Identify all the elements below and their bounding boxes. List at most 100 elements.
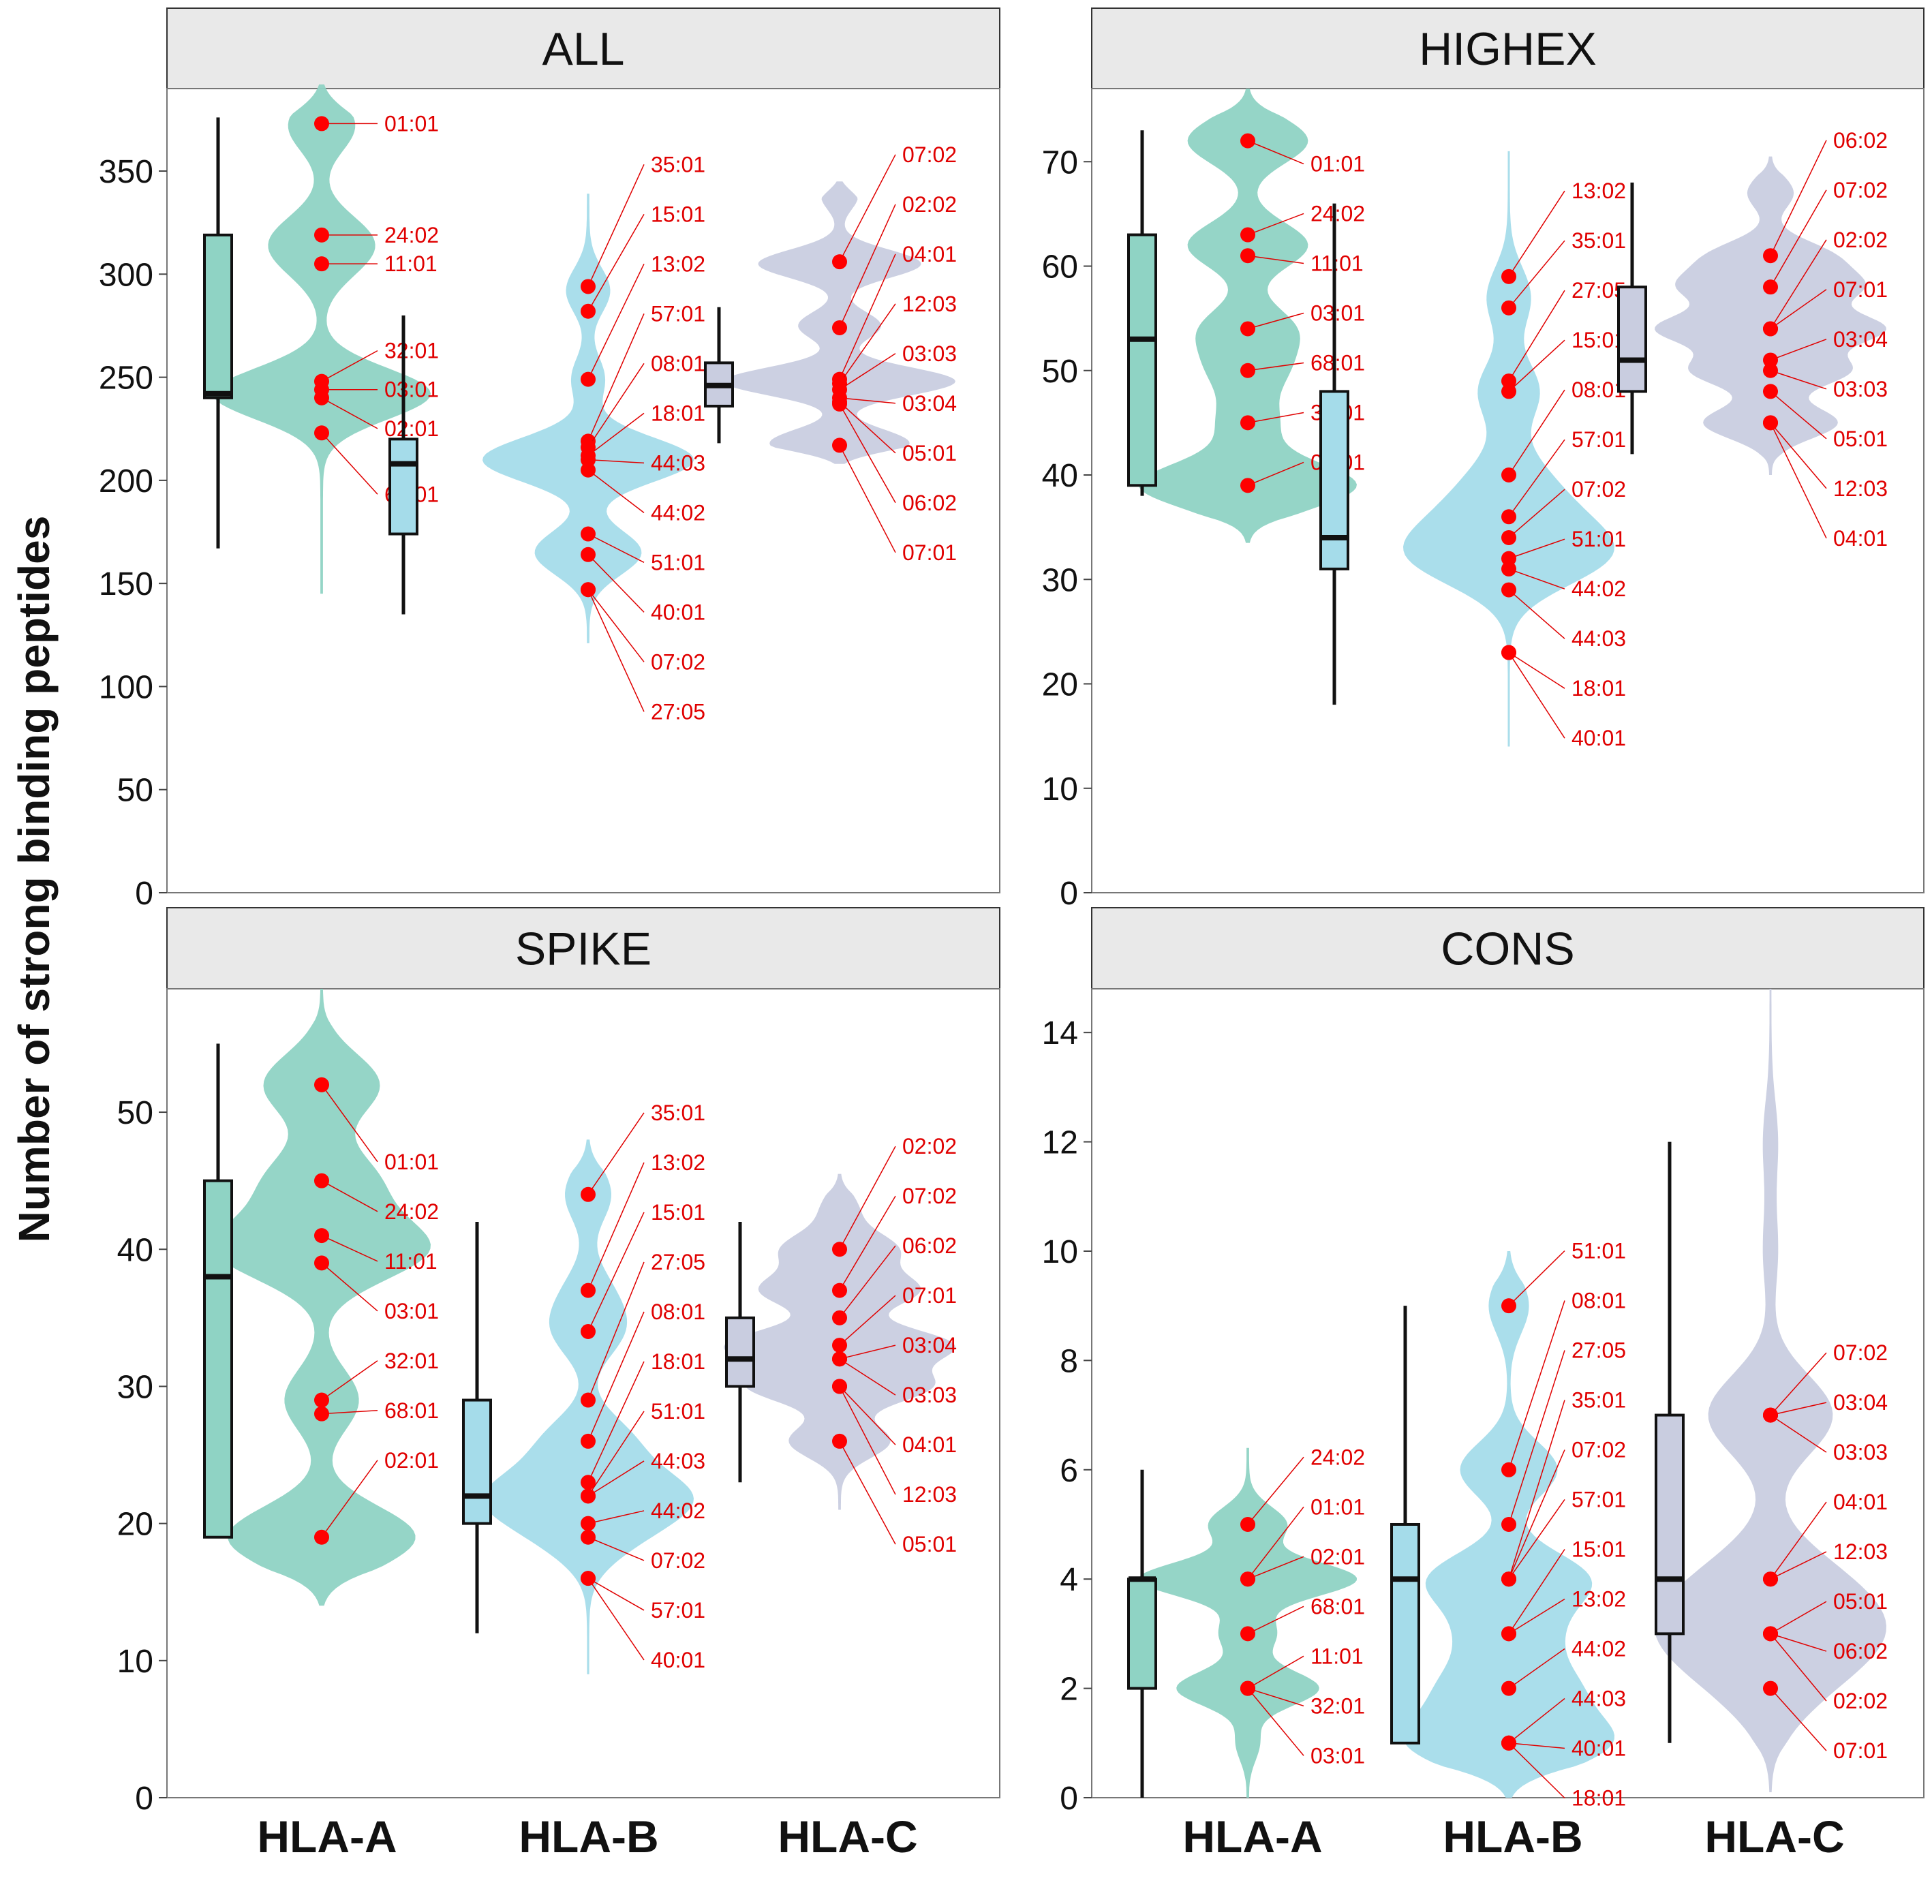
y-tick-label-all-100: 100 [99, 669, 153, 705]
y-tick-label-spike-30: 30 [117, 1369, 153, 1405]
point-label-highex-hla-b-18-01-10: 18:01 [1571, 676, 1626, 701]
point-label-highex-hla-b-57-01-5: 57:01 [1571, 427, 1626, 452]
panel-title-highex: HIGHEX [1419, 23, 1597, 75]
point-label-highex-hla-b-07-02-6: 07:02 [1571, 477, 1626, 502]
point-highex-hla-b-13-02-0 [1501, 268, 1516, 284]
point-cons-hla-a-03-01-6 [1240, 1680, 1255, 1696]
point-highex-hla-c-06-02-0 [1763, 248, 1778, 264]
point-spike-hla-a-01-01-0 [314, 1077, 329, 1092]
point-leader-all-hla-c-02-02-1 [839, 204, 896, 328]
point-spike-hla-b-13-02-1 [581, 1283, 596, 1298]
plot-frame-all [166, 88, 1000, 893]
point-spike-hla-b-18-01-5 [581, 1475, 596, 1490]
violin-cons-hla-c [1655, 989, 1886, 1792]
point-leader-highex-hla-a-24-02-1 [1247, 213, 1304, 236]
panel-title-spike: SPIKE [515, 923, 651, 975]
point-leader-spike-hla-c-12-03-7 [839, 1386, 896, 1495]
point-leader-highex-hla-a-03-01-3 [1247, 312, 1304, 330]
point-leader-highex-hla-b-18-01-10 [1508, 651, 1565, 689]
point-label-all-hla-c-03-03-4: 03:03 [902, 341, 957, 366]
point-leader-all-hla-c-12-03-3 [839, 303, 896, 384]
point-label-highex-hla-b-13-02-0: 13:02 [1571, 179, 1626, 203]
point-all-hla-b-44-03-6 [581, 452, 596, 467]
point-all-hla-a-11-01-2 [314, 256, 329, 272]
y-tick-label-highex-10: 10 [1042, 771, 1078, 808]
point-label-highex-hla-c-07-01-3: 07:01 [1833, 277, 1888, 302]
point-leader-all-hla-b-44-02-7 [587, 470, 645, 513]
point-all-hla-a-68-01-6 [314, 425, 329, 441]
point-leader-cons-hla-b-44-03-9 [1508, 1698, 1565, 1744]
point-label-highex-hla-c-04-01-8: 04:01 [1833, 526, 1888, 551]
point-label-cons-hla-a-01-01-1: 01:01 [1310, 1494, 1365, 1519]
point-leader-spike-hla-b-08-01-4 [587, 1311, 645, 1442]
point-leader-cons-hla-c-06-02-6 [1770, 1633, 1827, 1652]
point-label-spike-hla-c-07-02-1: 07:02 [902, 1184, 957, 1208]
point-label-highex-hla-b-08-01-4: 08:01 [1571, 378, 1626, 402]
y-tick-label-spike-20: 20 [117, 1507, 153, 1543]
point-leader-all-hla-b-08-01-4 [587, 363, 645, 448]
point-highex-hla-b-35-01-1 [1501, 300, 1516, 316]
plot-frame-spike [166, 988, 1000, 1798]
point-label-cons-hla-a-68-01-3: 68:01 [1310, 1594, 1365, 1618]
point-label-highex-hla-b-44-02-8: 44:02 [1571, 577, 1626, 601]
point-leader-cons-hla-b-08-01-1 [1508, 1300, 1565, 1471]
point-label-all-hla-a-01-01-0: 01:01 [384, 111, 439, 136]
violin-highex-hla-a [1139, 89, 1357, 543]
point-leader-highex-hla-c-07-02-1 [1770, 189, 1827, 288]
point-highex-hla-b-44-03-9 [1501, 582, 1516, 598]
point-label-spike-hla-b-13-02-1: 13:02 [651, 1150, 705, 1175]
point-label-all-hla-a-02-01-5: 02:01 [384, 416, 439, 441]
point-label-all-hla-c-07-01-8: 07:01 [902, 540, 957, 565]
box-highex-hla-c [1617, 286, 1647, 393]
point-all-hla-a-01-01-0 [314, 116, 329, 132]
box-spike-hla-b [462, 1398, 492, 1525]
point-leader-all-hla-c-03-03-4 [839, 353, 896, 390]
point-leader-cons-hla-c-03-04-1 [1770, 1402, 1827, 1416]
point-all-hla-c-02-02-1 [832, 320, 847, 335]
point-leader-all-hla-b-40-01-9 [587, 554, 645, 613]
point-leader-all-hla-b-44-03-6 [587, 459, 645, 464]
point-leader-all-hla-b-35-01-0 [587, 164, 645, 287]
point-all-hla-a-02-01-5 [314, 390, 329, 405]
point-label-cons-hla-c-06-02-6: 06:02 [1833, 1639, 1888, 1663]
point-label-spike-hla-b-07-02-9: 07:02 [651, 1548, 705, 1573]
point-label-cons-hla-b-07-02-4: 07:02 [1571, 1437, 1626, 1462]
point-leader-cons-hla-a-24-02-0 [1247, 1456, 1304, 1525]
point-leader-spike-hla-a-11-01-2 [321, 1235, 378, 1262]
y-tick-label-all-150: 150 [99, 566, 153, 602]
point-label-all-hla-c-03-04-5: 03:04 [902, 391, 957, 416]
panel-highex: HIGHEX 0 10 20 30 40 50 60 70 01:01 24:02 11:01 03:0… [1042, 7, 1925, 912]
point-label-spike-hla-a-24-02-1: 24:02 [384, 1199, 439, 1224]
point-label-all-hla-c-05-01-6: 05:01 [902, 441, 957, 465]
point-label-cons-hla-a-02-01-2: 02:01 [1310, 1544, 1365, 1569]
point-label-cons-hla-c-07-01-8: 07:01 [1833, 1738, 1888, 1763]
point-label-spike-hla-a-01-01-0: 01:01 [384, 1150, 439, 1174]
point-spike-hla-c-12-03-7 [832, 1379, 847, 1394]
point-cons-hla-b-51-01-0 [1501, 1298, 1516, 1314]
point-leader-highex-hla-b-44-03-9 [1508, 589, 1565, 639]
violin-cons-hla-a [1139, 1447, 1357, 1798]
point-leader-cons-hla-b-27-05-2 [1508, 1350, 1565, 1525]
point-label-all-hla-c-06-02-7: 06:02 [902, 491, 957, 515]
point-spike-hla-b-44-03-7 [581, 1488, 596, 1504]
point-leader-highex-hla-a-68-01-4 [1247, 362, 1304, 371]
y-tick-label-all-0: 0 [135, 876, 153, 912]
point-label-cons-hla-a-03-01-6: 03:01 [1310, 1743, 1365, 1768]
panel-strip-cons [1091, 907, 1925, 989]
point-label-spike-hla-a-02-01-6: 02:01 [384, 1448, 439, 1473]
point-spike-hla-c-02-02-0 [832, 1242, 847, 1257]
point-leader-cons-hla-c-12-03-4 [1770, 1551, 1827, 1580]
panel-all: ALL 0 50 100 150 200 250 300 350 01:01 24:02 11:01 3… [99, 7, 1000, 912]
point-highex-hla-c-07-02-1 [1763, 279, 1778, 295]
point-leader-cons-hla-b-07-02-4 [1508, 1449, 1565, 1580]
point-highex-hla-a-68-01-4 [1240, 363, 1255, 378]
point-leader-cons-hla-b-13-02-7 [1508, 1598, 1565, 1635]
point-leader-cons-hla-a-01-01-1 [1247, 1506, 1304, 1580]
point-leader-cons-hla-b-51-01-0 [1508, 1250, 1565, 1306]
point-spike-hla-a-03-01-3 [314, 1255, 329, 1271]
point-leader-highex-hla-c-12-03-7 [1770, 422, 1827, 489]
point-label-cons-hla-b-51-01-0: 51:01 [1571, 1238, 1626, 1263]
point-highex-hla-b-44-02-8 [1501, 561, 1516, 577]
point-label-spike-hla-a-11-01-2: 11:01 [384, 1249, 438, 1274]
point-label-spike-hla-c-06-02-2: 06:02 [902, 1233, 957, 1258]
